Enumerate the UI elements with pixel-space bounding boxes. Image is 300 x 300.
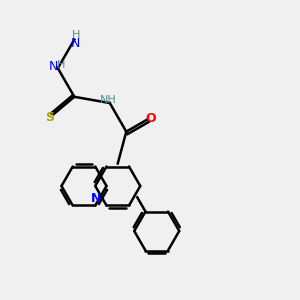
Text: NH: NH xyxy=(100,95,117,105)
Text: H: H xyxy=(72,30,80,40)
Text: O: O xyxy=(146,112,156,124)
Text: N: N xyxy=(91,192,101,205)
Text: H: H xyxy=(57,60,65,70)
Text: N: N xyxy=(49,60,58,73)
Text: N: N xyxy=(71,37,80,50)
Text: S: S xyxy=(45,111,54,124)
